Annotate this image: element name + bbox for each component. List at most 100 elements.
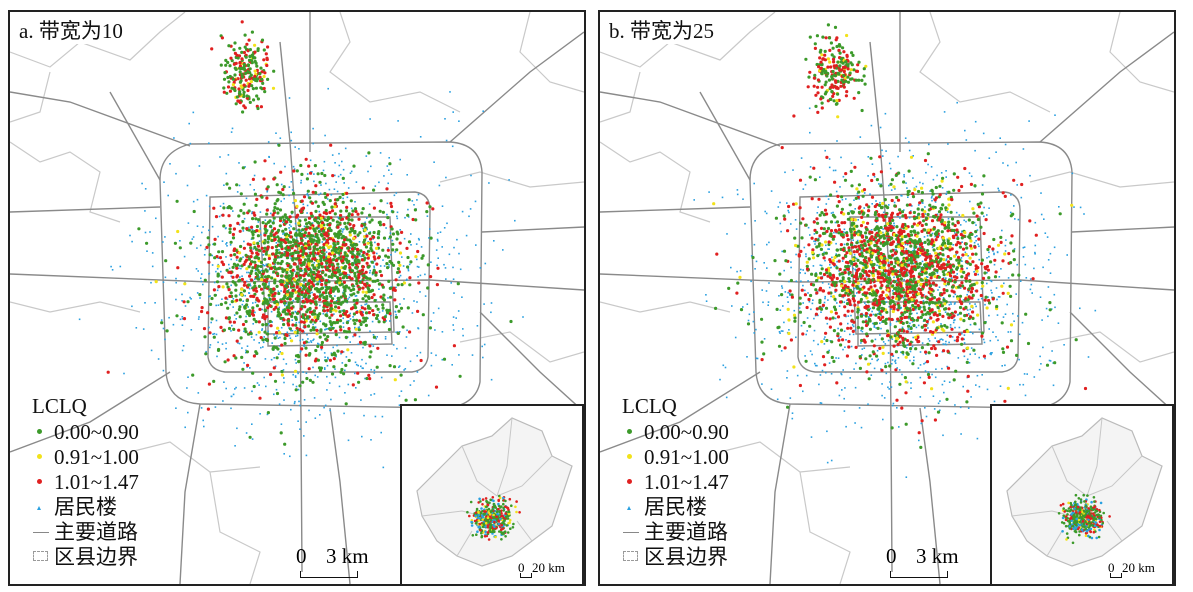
- lclq-point-low: [395, 237, 399, 241]
- residential-building-mark: [803, 246, 806, 249]
- residential-building-mark: [888, 305, 890, 308]
- residential-building-mark: [824, 297, 826, 300]
- lclq-point-low: [246, 63, 250, 67]
- lclq-point-high: [288, 231, 293, 235]
- residential-building-mark: [1004, 143, 1007, 146]
- residential-building-mark: [1073, 206, 1075, 208]
- residential-building-mark: [337, 216, 339, 219]
- lclq-point-low: [254, 247, 258, 251]
- residential-building-mark: [163, 181, 165, 183]
- lclq-point-low: [338, 195, 342, 199]
- residential-building-mark: [325, 251, 328, 253]
- lclq-point-low: [261, 291, 265, 295]
- lclq-point-high: [227, 288, 231, 292]
- lclq-point-high: [279, 170, 283, 174]
- residential-building-mark: [748, 313, 751, 316]
- residential-building-mark: [242, 300, 244, 302]
- lclq-point-low: [428, 326, 432, 330]
- lclq-point-low: [264, 268, 268, 272]
- residential-building-mark: [830, 295, 832, 298]
- lclq-point-low: [232, 262, 236, 266]
- map-panel-a: a. 带宽为10 LCLQ 0.00~0.90 0.91~1.00 1.01~1…: [8, 10, 586, 586]
- lclq-point-mid: [315, 277, 320, 282]
- residential-building-mark: [867, 239, 870, 241]
- lclq-point-low: [509, 319, 513, 324]
- residential-building-mark: [842, 369, 844, 371]
- lclq-point-high: [257, 320, 261, 324]
- lclq-point-high: [265, 315, 269, 319]
- residential-building-mark: [294, 400, 296, 403]
- residential-building-mark: [849, 210, 852, 212]
- residential-building-mark: [819, 176, 821, 178]
- residential-building-mark: [842, 296, 845, 299]
- lclq-point-high: [229, 56, 233, 60]
- residential-building-mark: [341, 362, 344, 364]
- residential-building-mark: [283, 399, 285, 401]
- residential-building-mark: [954, 232, 956, 234]
- residential-building-mark: [813, 317, 815, 320]
- residential-building-mark: [144, 302, 146, 304]
- lclq-point-low: [252, 98, 256, 102]
- residential-building-mark: [338, 152, 340, 155]
- residential-building-mark: [432, 312, 435, 314]
- residential-building-mark: [909, 322, 911, 325]
- lclq-point-low: [263, 286, 267, 290]
- residential-building-mark: [903, 209, 905, 211]
- residential-building-mark: [438, 184, 441, 187]
- lclq-point-low: [234, 294, 238, 298]
- residential-building-mark: [965, 220, 967, 223]
- lclq-point-low: [267, 293, 271, 297]
- lclq-point-low: [385, 311, 390, 315]
- lclq-point-low: [256, 106, 260, 111]
- residential-building-mark: [225, 172, 228, 175]
- lclq-point-high: [237, 328, 241, 332]
- lclq-point-low: [285, 238, 290, 242]
- lclq-point-low: [248, 435, 252, 439]
- district-boundary-line: [10, 12, 186, 68]
- residential-building-mark: [945, 176, 947, 178]
- residential-building-mark: [403, 237, 406, 240]
- lclq-point-high: [259, 336, 263, 340]
- residential-building-mark: [317, 342, 319, 345]
- residential-building-mark: [962, 385, 964, 388]
- residential-building-mark: [342, 322, 345, 324]
- lclq-point-high: [307, 216, 312, 220]
- residential-building-mark: [319, 270, 322, 272]
- residential-building-mark: [468, 215, 470, 218]
- residential-building-mark: [812, 299, 814, 301]
- residential-building-mark: [879, 201, 881, 204]
- residential-building-mark: [400, 390, 403, 392]
- residential-building-mark: [187, 222, 190, 224]
- lclq-point-mid: [240, 287, 244, 291]
- residential-building-mark: [215, 333, 218, 336]
- lclq-point-mid: [231, 83, 235, 87]
- residential-building-mark: [1054, 114, 1056, 116]
- residential-building-mark: [1047, 259, 1050, 261]
- lclq-point-high: [372, 235, 376, 239]
- residential-building-mark: [844, 346, 846, 348]
- residential-building-mark: [923, 236, 926, 238]
- lclq-point-low: [252, 317, 256, 321]
- residential-building-mark: [892, 290, 894, 292]
- lclq-point-low: [284, 246, 288, 250]
- lclq-point-high: [829, 65, 833, 69]
- residential-building-mark: [960, 433, 962, 435]
- residential-building-mark: [290, 257, 292, 259]
- residential-building-mark: [151, 252, 154, 254]
- lclq-point-low: [396, 270, 400, 275]
- residential-building-mark: [976, 235, 978, 237]
- residential-building-mark: [456, 238, 458, 241]
- lclq-point-high: [321, 221, 325, 225]
- residential-building-mark: [155, 217, 157, 220]
- lclq-point-low: [400, 283, 404, 287]
- lclq-point-low: [288, 265, 292, 269]
- residential-building-mark: [336, 344, 338, 347]
- residential-building-mark: [334, 174, 336, 177]
- residential-building-mark: [913, 249, 916, 251]
- lclq-point-low: [242, 211, 246, 215]
- lclq-point-low: [308, 378, 312, 382]
- residential-building-mark: [319, 293, 321, 296]
- lclq-point-low: [299, 268, 303, 273]
- residential-building-mark: [374, 185, 377, 187]
- residential-building-mark: [358, 254, 361, 257]
